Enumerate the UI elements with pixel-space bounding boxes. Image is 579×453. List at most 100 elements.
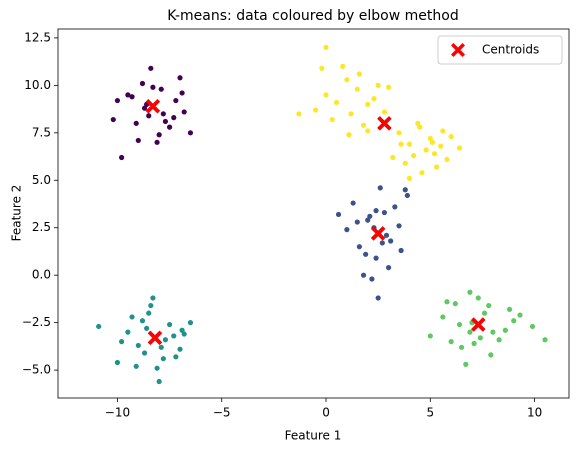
scatter-point — [114, 359, 121, 366]
y-tick-label: 12.5 — [24, 30, 51, 44]
scatter-point — [373, 255, 379, 261]
scatter-point — [381, 209, 388, 216]
scatter-point — [119, 339, 125, 345]
scatter-point — [346, 132, 352, 138]
scatter-point — [333, 99, 340, 106]
scatter-point — [179, 90, 185, 96]
scatter-point — [444, 299, 450, 305]
scatter-point — [156, 378, 162, 385]
scatter-point — [488, 352, 494, 358]
scatter-point — [146, 113, 152, 119]
scatter-point — [458, 344, 465, 350]
scatter-point — [129, 314, 135, 320]
scatter-point — [396, 223, 402, 229]
scatter-point — [481, 310, 488, 316]
scatter-point — [375, 295, 381, 301]
scatter-point — [335, 211, 342, 218]
scatter-point — [379, 240, 385, 246]
scatter-point — [356, 71, 362, 77]
scatter-point — [312, 107, 319, 113]
scatter-point — [125, 329, 131, 335]
centroid-marker — [370, 226, 386, 241]
scatter-point — [135, 137, 141, 144]
scatter-point — [511, 318, 517, 324]
x-tick-label: −10 — [105, 406, 130, 420]
scatter-point — [144, 325, 150, 331]
scatter-point — [417, 124, 423, 130]
scatter-point — [456, 321, 463, 328]
scatter-point — [329, 116, 335, 123]
scatter-point — [371, 96, 377, 102]
centroid-marker — [470, 317, 486, 332]
scatter-point — [354, 86, 360, 92]
x-tick-label: 10 — [527, 406, 542, 420]
x-tick-label: −5 — [213, 406, 231, 420]
scatter-point — [404, 192, 410, 199]
scatter-point — [452, 301, 458, 307]
scatter-point — [427, 333, 433, 339]
scatter-point — [392, 204, 398, 210]
y-tick-label: −2.5 — [22, 315, 51, 329]
scatter-point — [354, 219, 360, 225]
scatter-point — [154, 139, 160, 145]
scatter-point — [166, 321, 173, 328]
scatter-point — [139, 318, 146, 324]
scatter-point — [396, 130, 402, 136]
scatter-point — [363, 251, 369, 257]
scatter-point — [160, 111, 166, 117]
scatter-point — [173, 97, 179, 104]
scatter-point — [365, 217, 371, 223]
scatter-point — [367, 213, 373, 219]
scatter-point — [177, 346, 183, 352]
scatter-point — [373, 208, 379, 214]
scatter-point — [348, 111, 354, 117]
scatter-point — [156, 132, 162, 138]
scatter-point — [419, 170, 425, 176]
chart-title: K-means: data coloured by elbow method — [167, 8, 458, 24]
scatter-point — [486, 302, 492, 309]
x-axis-label: Feature 1 — [285, 429, 342, 443]
scatter-point — [187, 320, 194, 326]
legend-marker — [451, 43, 465, 57]
x-tick-label: 0 — [322, 406, 330, 420]
scatter-point — [296, 111, 302, 117]
scatter-point — [377, 185, 383, 191]
scatter-point — [406, 141, 413, 147]
scatter-point — [340, 63, 346, 69]
scatter-point — [444, 156, 450, 163]
y-tick-label: 0.0 — [32, 268, 51, 282]
scatter-point — [390, 154, 396, 161]
scatter-point — [350, 200, 356, 206]
scatter-point — [398, 141, 404, 147]
scatter-point — [385, 264, 392, 271]
scatter-point — [148, 65, 154, 71]
scatter-point — [139, 80, 146, 87]
scatter-point — [411, 153, 417, 159]
scatter-point — [383, 232, 390, 238]
scatter-point — [181, 109, 187, 115]
scatter-point — [344, 227, 350, 233]
scatter-point — [440, 314, 446, 320]
scatter-point — [323, 92, 329, 98]
centroid-marker — [377, 115, 392, 131]
scatter-point — [319, 65, 325, 71]
scatter-point — [181, 331, 187, 337]
scatter-point — [398, 247, 404, 254]
scatter-point — [477, 335, 483, 341]
scatter-point — [150, 295, 156, 301]
scatter-point — [158, 344, 164, 350]
scatter-point — [506, 306, 513, 312]
scatter-point — [406, 175, 413, 181]
y-tick-label: 2.5 — [32, 220, 51, 234]
scatter-point — [529, 323, 536, 330]
scatter-point — [388, 238, 394, 244]
scatter-point — [148, 302, 154, 309]
scatter-point — [542, 337, 548, 343]
scatter-point — [502, 327, 508, 333]
y-axis-label: Feature 2 — [10, 185, 24, 242]
scatter-point — [381, 109, 388, 115]
scatter-point — [402, 160, 408, 166]
scatter-point — [402, 187, 408, 193]
scatter-point — [456, 145, 463, 151]
